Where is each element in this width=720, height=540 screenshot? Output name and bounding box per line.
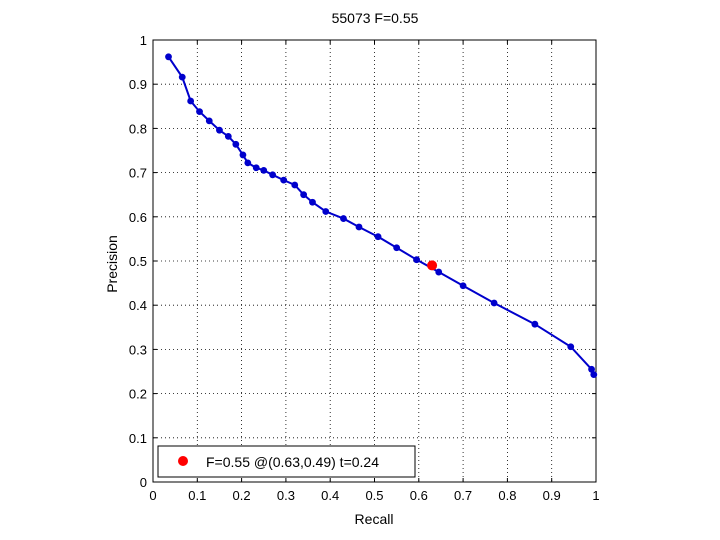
pr-curve-point: [187, 97, 195, 105]
legend: F=0.55 @(0.63,0.49) t=0.24: [157, 445, 416, 478]
x-tick-label: 0.9: [543, 488, 561, 503]
pr-curve-point: [252, 164, 260, 172]
best-f-point: [427, 260, 438, 271]
x-axis-label: Recall: [355, 511, 394, 527]
y-tick-label: 0.4: [129, 298, 147, 313]
x-tick-label: 0: [149, 488, 156, 503]
y-tick-label: 0.5: [129, 254, 147, 269]
pr-curve-point: [269, 171, 277, 179]
x-tick-label: 0.6: [410, 488, 428, 503]
y-tick-label: 0.2: [129, 387, 147, 402]
pr-curve-point: [165, 53, 172, 61]
pr-curve-point: [244, 159, 252, 167]
pr-curve-point: [280, 176, 288, 184]
pr-curve-point: [322, 208, 330, 215]
x-tick-label: 0.8: [498, 488, 516, 503]
legend-marker: [178, 456, 188, 466]
pr-curve-point: [588, 365, 595, 373]
x-tick-label: 0.2: [233, 488, 251, 503]
y-tick-label: 0: [140, 475, 147, 490]
y-tick-label: 0.6: [129, 210, 147, 225]
pr-curve-point: [239, 151, 247, 159]
y-tick-label: 0.7: [129, 166, 147, 181]
y-tick-label: 0.8: [129, 121, 147, 136]
x-tick-label: 0.4: [321, 488, 339, 503]
highlight: [427, 260, 438, 271]
y-axis-label: Precision: [104, 235, 120, 293]
ticks: 0 0.1 0.2 0.3 0.4 0.5 0.6 0.7 0.8 0.9 1 0 0.1 0.2 0.3 0…: [129, 33, 600, 503]
y-tick-label: 0.1: [129, 431, 147, 446]
pr-curve-line: [167, 56, 595, 375]
pr-curve-point: [232, 140, 240, 148]
pr-curve-point: [490, 299, 498, 307]
pr-curve-point: [590, 371, 598, 378]
pr-curve-point: [205, 117, 213, 125]
pr-curve-point: [216, 126, 223, 134]
pr-curve-point: [340, 215, 347, 222]
pr-curve-point: [435, 268, 443, 276]
legend-box: [157, 445, 416, 478]
pr-curve-point: [224, 132, 232, 140]
pr-curve-point: [309, 198, 316, 206]
pr-curve-point: [300, 191, 308, 199]
grid: [153, 40, 596, 482]
pr-curve-point: [459, 282, 467, 290]
pr-curve-point: [374, 233, 382, 241]
pr-curve-point: [567, 343, 575, 351]
x-tick-label: 0.5: [365, 488, 383, 503]
pr-curve-point: [178, 73, 186, 81]
pr-curve-point: [531, 320, 539, 328]
x-tick-label: 1: [592, 488, 599, 503]
y-tick-label: 1: [140, 33, 147, 48]
chart-title: 55073 F=0.55: [332, 10, 419, 26]
pr-curve-point: [196, 108, 203, 116]
x-tick-label: 0.1: [188, 488, 206, 503]
x-tick-label: 0.3: [277, 488, 295, 503]
y-tick-label: 0.9: [129, 77, 147, 92]
series: [165, 53, 598, 378]
pr-curve-point: [413, 256, 420, 264]
pr-curve-point: [393, 244, 401, 252]
x-tick-label: 0.7: [454, 488, 472, 503]
pr-curve-point: [291, 181, 299, 189]
legend-label: F=0.55 @(0.63,0.49) t=0.24: [206, 454, 379, 470]
pr-curve-point: [355, 223, 363, 231]
pr-curve-point: [260, 166, 268, 174]
y-tick-label: 0.3: [129, 342, 147, 357]
